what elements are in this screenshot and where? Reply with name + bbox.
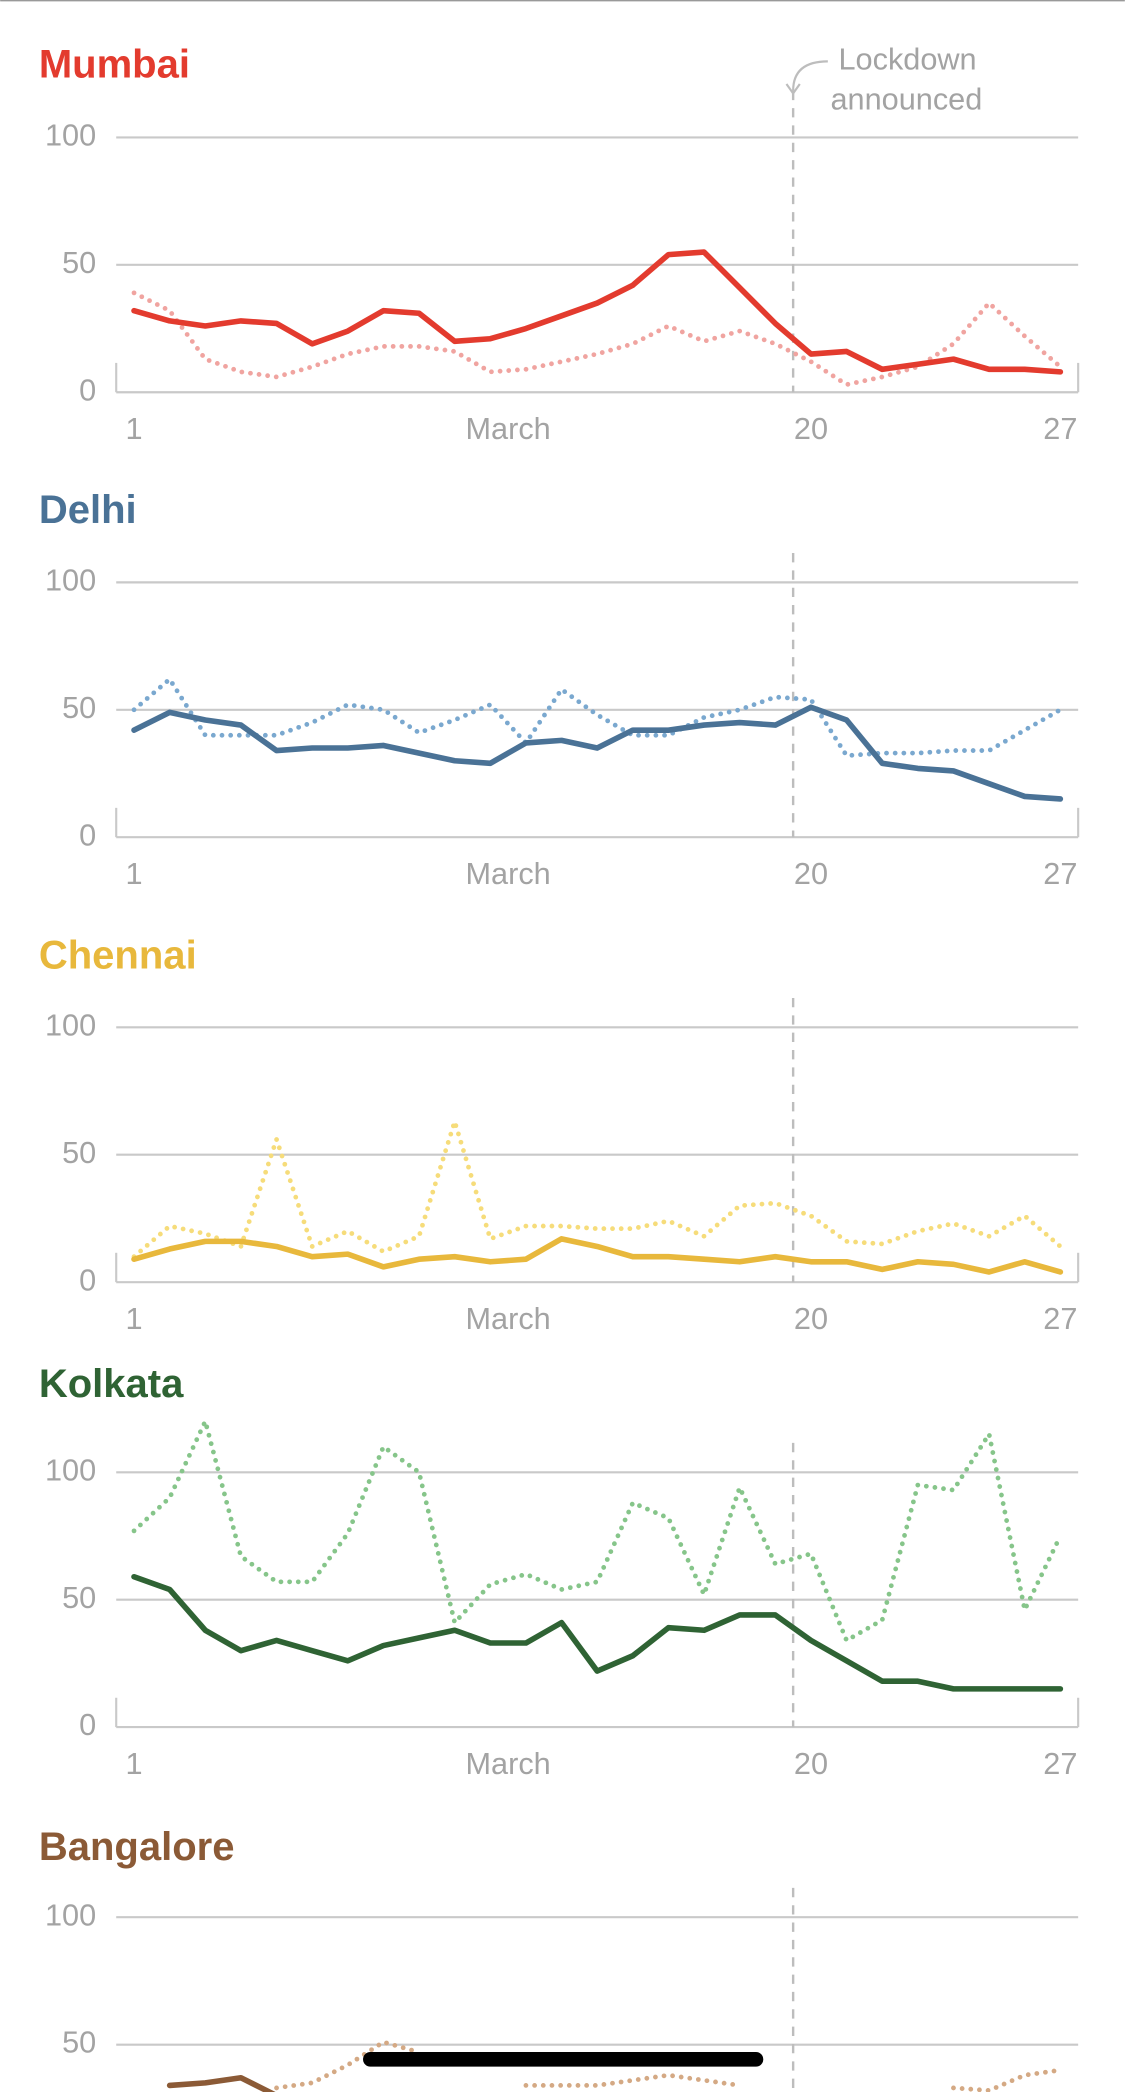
x-tick-label: 1 [125,411,142,446]
dotted-line [131,290,1063,388]
solid-line [131,1573,1064,1692]
panel-title: Mumbai [39,42,190,86]
y-tick-label: 0 [79,1707,96,1742]
x-tick-label: 1 [125,1746,142,1781]
panel: Bangalore050100 [39,1825,1079,2092]
y-tick-label: 0 [79,1262,96,1297]
y-tick-label: 100 [45,118,96,153]
solid-line [131,1236,1064,1275]
y-tick-label: 50 [62,690,96,725]
x-tick-label: 20 [794,411,828,446]
x-tick-label: 20 [794,856,828,891]
x-tick-label: 27 [1043,1301,1077,1336]
x-tick-label: 27 [1043,856,1077,891]
x-tick-label: 20 [794,1746,828,1781]
x-tick-label: March [466,856,551,891]
x-tick-label: March [466,1301,551,1336]
solid-line [131,249,1064,375]
panel: Kolkata 0 50 100 1 March 20 27 [39,1362,1080,1781]
panel: Delhi 0 50 100 1 March 20 27 [39,488,1080,891]
x-tick-label: 1 [125,856,142,891]
y-tick-label: 100 [45,562,96,597]
annotation-arrow [785,60,828,96]
panel-title: Delhi [39,488,137,532]
panel-title: Bangalore [39,1825,235,1869]
y-tick-label: 50 [62,245,96,280]
annotation: announced [830,81,982,116]
y-tick-label: 50 [62,1580,96,1615]
solid-line [131,704,1064,802]
x-tick-label: 1 [125,1301,142,1336]
panel: Chennai 0 50 100 1 March 20 27 [39,934,1080,1336]
annotation: Lockdown [839,41,977,76]
x-tick-label: 27 [1043,411,1077,446]
y-tick-label: 0 [79,817,96,852]
y-tick-label: 100 [45,1007,96,1042]
y-tick-label: 100 [45,1452,96,1487]
x-tick-label: 27 [1043,1746,1077,1781]
dotted-line [131,1119,1063,1260]
panel: Mumbai 0 50 100 1 March 20 27 Lockdown announced [39,41,1080,446]
y-tick-label: 100 [45,1897,96,1932]
dotted-line [274,2039,1063,2092]
y-tick-label: 0 [79,372,96,407]
panel-title: Kolkata [39,1362,184,1406]
x-tick-label: March [466,411,551,446]
y-tick-label: 50 [62,2025,96,2060]
x-tick-label: March [466,1746,551,1781]
dotted-line [131,676,1063,759]
home-indicator [363,2051,764,2067]
x-tick-label: 20 [794,1301,828,1336]
y-tick-label: 50 [62,1135,96,1170]
panel-title: Chennai [39,934,197,978]
dotted-line [131,1418,1063,1643]
